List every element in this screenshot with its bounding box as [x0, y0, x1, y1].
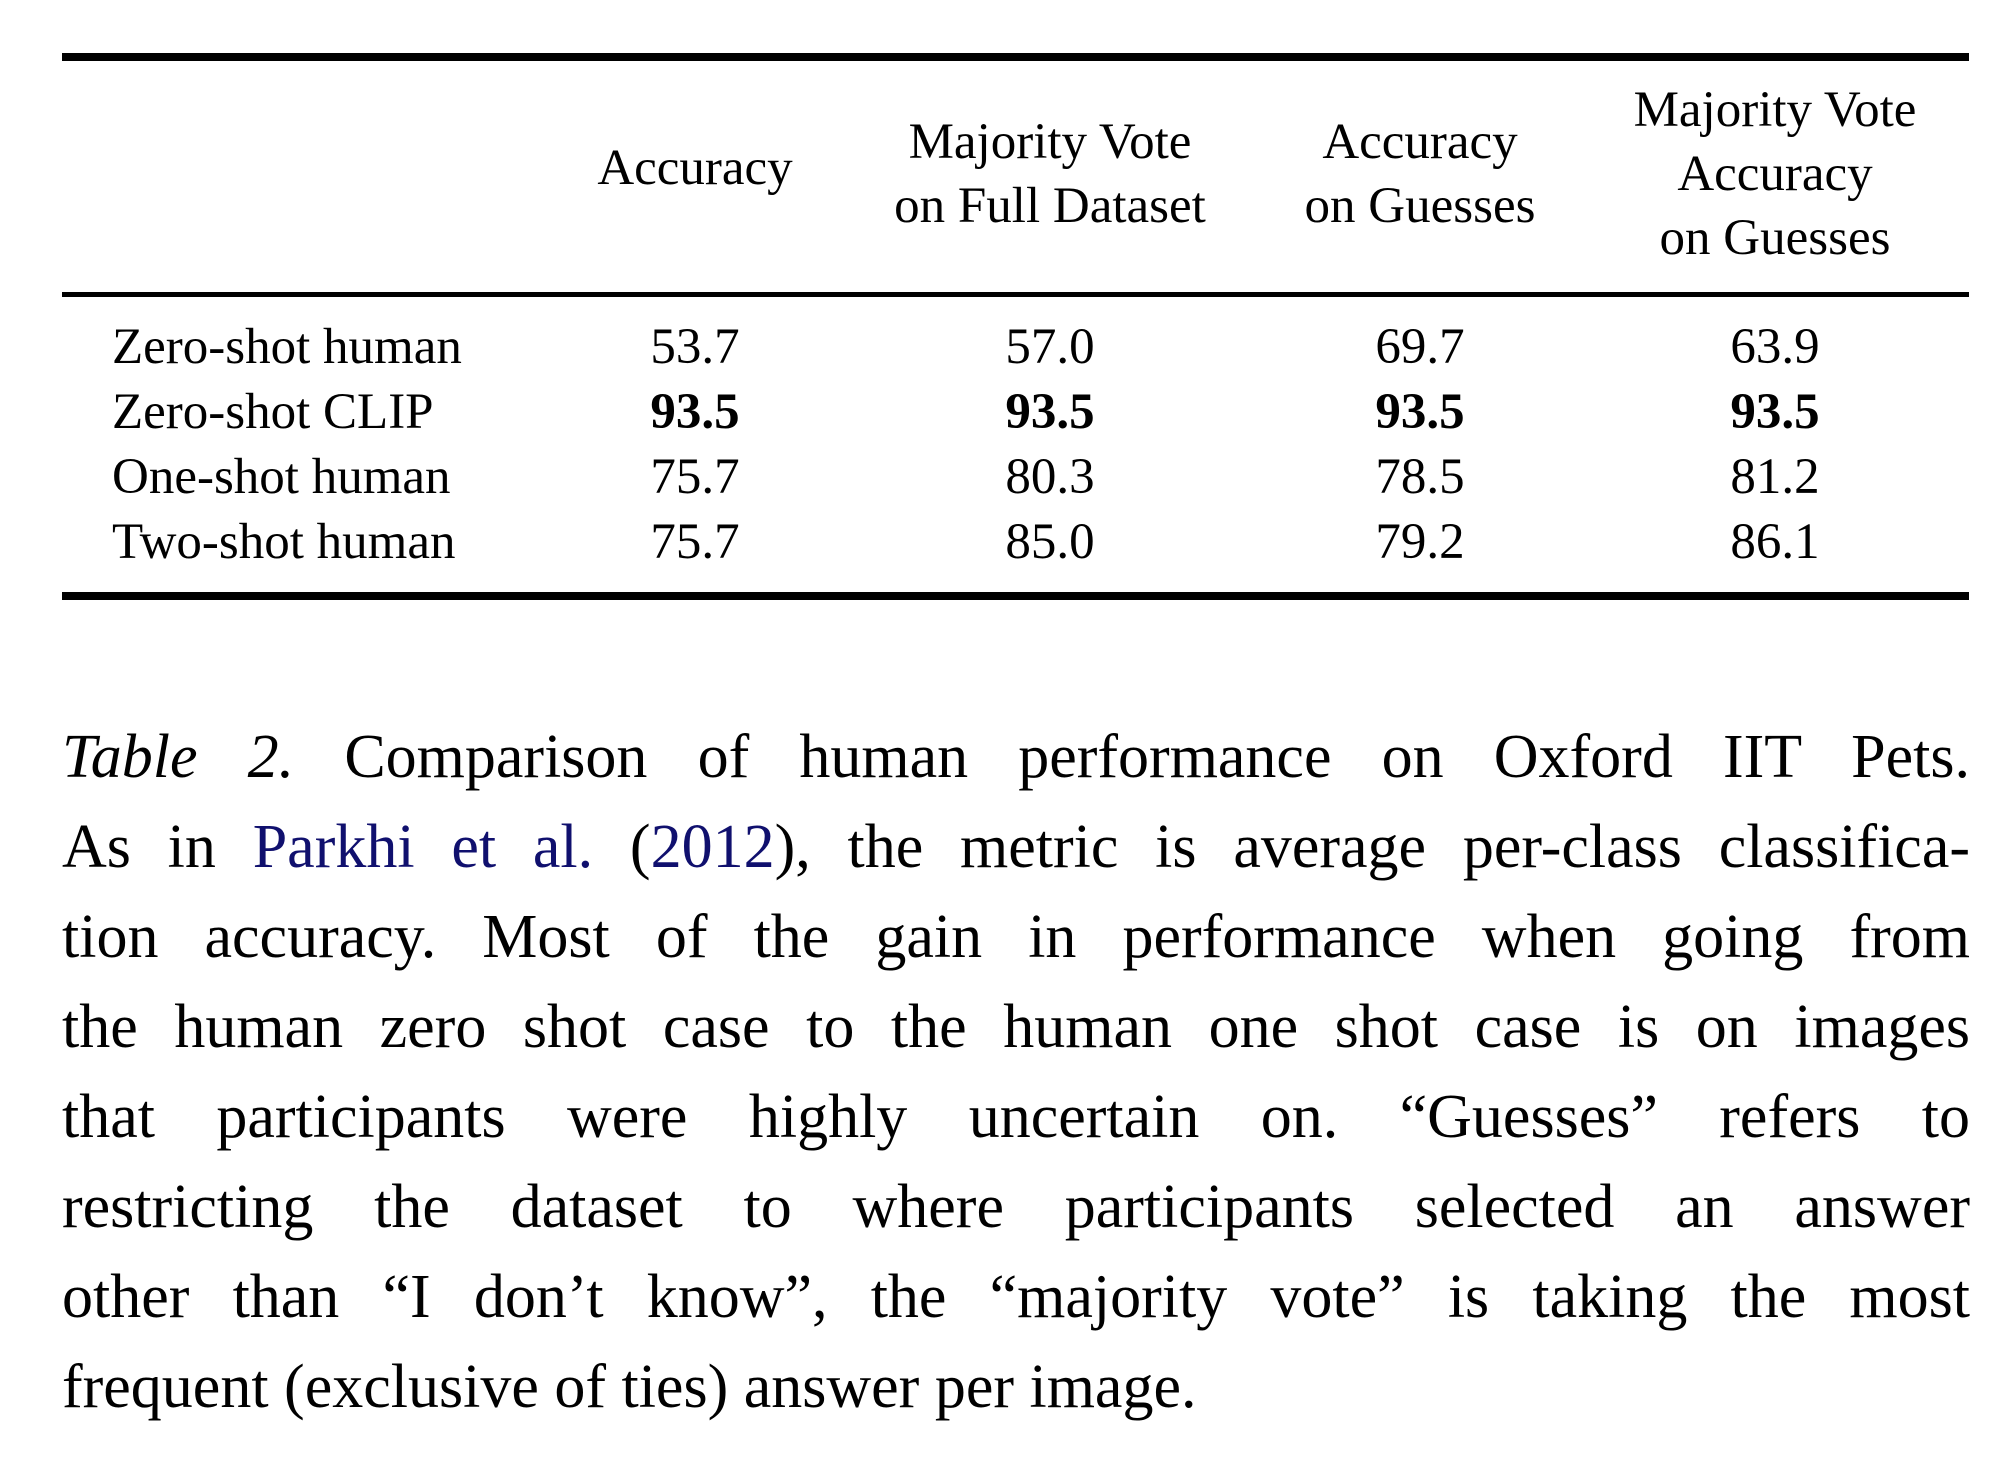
caption-text: Comparison of human performance on Oxfor… — [294, 723, 1970, 791]
table-bottom-rule — [62, 592, 1969, 600]
cell-majority-vote-full: 80.3 — [1005, 449, 1095, 505]
header-line: Majority Vote — [1633, 82, 1917, 138]
cell-accuracy-guesses: 79.2 — [1375, 514, 1465, 570]
column-header-accuracy-guesses: Accuracy on Guesses — [1270, 110, 1570, 238]
cell-majority-vote-accuracy-guesses: 63.9 — [1730, 319, 1820, 375]
caption-text: ( — [593, 813, 651, 881]
header-line: Accuracy — [1677, 146, 1873, 202]
caption-text: As in — [62, 813, 253, 881]
table-header-rule — [62, 292, 1969, 297]
row-label: Two-shot human — [112, 514, 456, 570]
table-row: Zero-shot human 53.7 57.0 69.7 63.9 — [0, 315, 2000, 379]
cell-majority-vote-full: 93.5 — [1005, 384, 1095, 440]
caption-line: that participants were highly uncertain … — [62, 1083, 1970, 1151]
header-line: Accuracy — [597, 140, 793, 196]
caption-line: tion accuracy. Most of the gain in perfo… — [62, 903, 1970, 971]
column-header-majority-vote-full: Majority Vote on Full Dataset — [855, 110, 1245, 238]
cell-majority-vote-full: 85.0 — [1005, 514, 1095, 570]
table-top-rule — [62, 53, 1969, 61]
header-line: on Guesses — [1659, 210, 1891, 266]
cell-majority-vote-accuracy-guesses: 86.1 — [1730, 514, 1820, 570]
cell-majority-vote-accuracy-guesses: 93.5 — [1730, 384, 1820, 440]
row-label: Zero-shot human — [112, 319, 462, 375]
header-line: on Full Dataset — [894, 178, 1206, 234]
caption-line: other than “I don’t know”, the “majority… — [62, 1263, 1970, 1331]
table-caption: Table 2. Comparison of human performance… — [62, 712, 1970, 1432]
cell-accuracy: 75.7 — [650, 514, 740, 570]
citation-link-authors[interactable]: Parkhi et al. — [252, 813, 594, 881]
row-label: Zero-shot CLIP — [112, 384, 434, 440]
cell-accuracy-guesses: 69.7 — [1375, 319, 1465, 375]
caption-text: , the metric is average per-class classi… — [795, 813, 1970, 881]
caption-table-label: Table 2. — [62, 723, 295, 791]
caption-line: As in Parkhi et al. (2012), the metric i… — [62, 802, 1970, 892]
table-row: Two-shot human 75.7 85.0 79.2 86.1 — [0, 510, 2000, 574]
cell-accuracy: 75.7 — [650, 449, 740, 505]
header-line: on Guesses — [1304, 178, 1536, 234]
cell-accuracy: 53.7 — [650, 319, 740, 375]
caption-line: the human zero shot case to the human on… — [62, 993, 1970, 1061]
cell-accuracy: 93.5 — [650, 384, 740, 440]
column-header-accuracy: Accuracy — [570, 136, 820, 200]
caption-text: ) — [774, 813, 796, 881]
row-label: One-shot human — [112, 449, 451, 505]
cell-majority-vote-accuracy-guesses: 81.2 — [1730, 449, 1820, 505]
cell-accuracy-guesses: 93.5 — [1375, 384, 1465, 440]
header-line: Majority Vote — [908, 114, 1192, 170]
cell-accuracy-guesses: 78.5 — [1375, 449, 1465, 505]
citation-link-year[interactable]: 2012 — [650, 813, 775, 881]
column-header-majority-vote-accuracy-guesses: Majority Vote Accuracy on Guesses — [1590, 78, 1960, 270]
caption-line: Table 2. Comparison of human performance… — [62, 712, 1970, 802]
table-row: Zero-shot CLIP 93.5 93.5 93.5 93.5 — [0, 380, 2000, 444]
caption-line: frequent (exclusive of ties) answer per … — [62, 1353, 1197, 1421]
caption-line: restricting the dataset to where partici… — [62, 1173, 1970, 1241]
header-line: Accuracy — [1322, 114, 1518, 170]
cell-majority-vote-full: 57.0 — [1005, 319, 1095, 375]
table-row: One-shot human 75.7 80.3 78.5 81.2 — [0, 445, 2000, 509]
